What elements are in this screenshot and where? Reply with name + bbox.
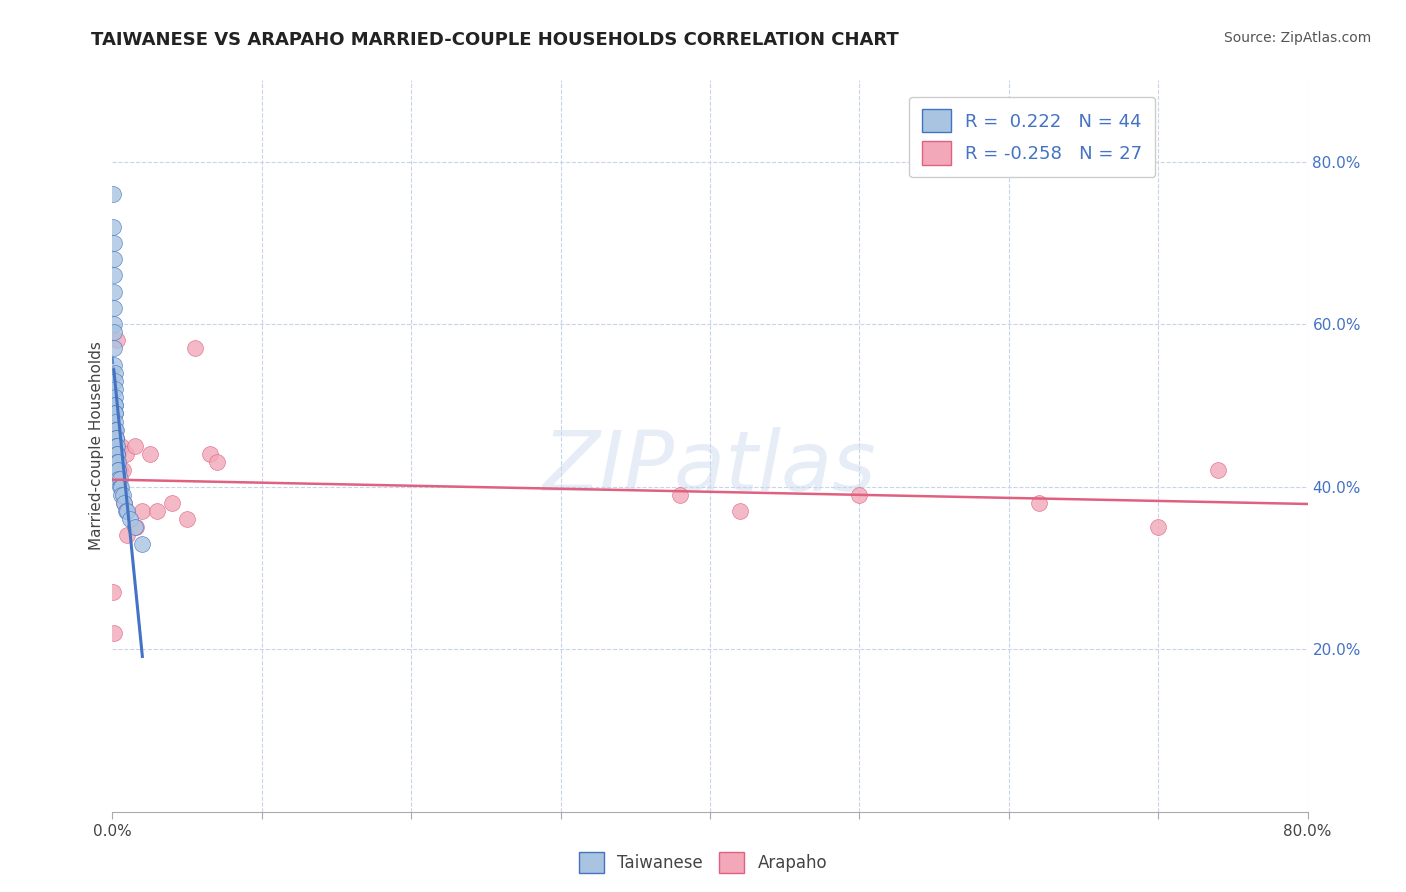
Point: [115, 504, 138, 518]
Point: [107, 463, 129, 477]
Point: [1147, 520, 1170, 534]
Legend: R =  0.222   N = 44, R = -0.258   N = 27: R = 0.222 N = 44, R = -0.258 N = 27: [910, 96, 1156, 178]
Point: [107, 471, 129, 485]
Legend: Taiwanese, Arapaho: Taiwanese, Arapaho: [572, 846, 834, 880]
Point: [105, 334, 128, 348]
Point: [105, 439, 128, 453]
Point: [120, 512, 142, 526]
Point: [124, 520, 146, 534]
Point: [108, 471, 131, 485]
Point: [124, 439, 146, 453]
Point: [104, 415, 127, 429]
Point: [103, 187, 125, 202]
Point: [104, 398, 127, 412]
Point: [103, 342, 125, 356]
Point: [104, 407, 127, 421]
Point: [104, 398, 127, 412]
Point: [117, 504, 139, 518]
Point: [111, 488, 134, 502]
Text: Source: ZipAtlas.com: Source: ZipAtlas.com: [1223, 31, 1371, 45]
Point: [110, 480, 132, 494]
Point: [103, 268, 125, 283]
Point: [205, 455, 228, 469]
Point: [131, 536, 153, 550]
Point: [107, 455, 129, 469]
Point: [669, 488, 692, 502]
Point: [104, 382, 127, 396]
Point: [1206, 463, 1229, 477]
Point: [131, 504, 153, 518]
Point: [103, 285, 125, 299]
Point: [103, 301, 125, 315]
Point: [162, 496, 183, 510]
Point: [115, 447, 138, 461]
Point: [105, 455, 128, 469]
Point: [111, 463, 134, 477]
Point: [103, 317, 125, 331]
Point: [104, 366, 127, 380]
Point: [103, 219, 125, 234]
Point: [104, 407, 127, 421]
Point: [176, 512, 198, 526]
Point: [104, 374, 127, 388]
Point: [108, 463, 131, 477]
Point: [146, 504, 169, 518]
Point: [104, 423, 127, 437]
Point: [103, 252, 125, 266]
Point: [125, 520, 148, 534]
Point: [117, 528, 139, 542]
Point: [104, 423, 127, 437]
Point: [110, 439, 132, 453]
Point: [1028, 496, 1050, 510]
Point: [105, 431, 128, 445]
Point: [114, 496, 135, 510]
Point: [105, 447, 128, 461]
Point: [103, 626, 125, 640]
Point: [114, 496, 135, 510]
Point: [105, 439, 128, 453]
Point: [107, 447, 129, 461]
Point: [107, 463, 129, 477]
Point: [103, 585, 125, 599]
Point: [103, 358, 125, 372]
Point: [198, 447, 221, 461]
Point: [104, 431, 127, 445]
Text: TAIWANESE VS ARAPAHO MARRIED-COUPLE HOUSEHOLDS CORRELATION CHART: TAIWANESE VS ARAPAHO MARRIED-COUPLE HOUS…: [91, 31, 900, 49]
Point: [139, 447, 162, 461]
Point: [728, 504, 751, 518]
Point: [103, 235, 125, 250]
Point: [105, 447, 128, 461]
Point: [110, 488, 132, 502]
Point: [183, 342, 205, 356]
Point: [104, 390, 127, 404]
Point: [108, 480, 131, 494]
Text: ZIPatlas: ZIPatlas: [543, 427, 877, 508]
Point: [848, 488, 870, 502]
Point: [104, 423, 127, 437]
Point: [103, 325, 125, 339]
Y-axis label: Married-couple Households: Married-couple Households: [89, 342, 104, 550]
